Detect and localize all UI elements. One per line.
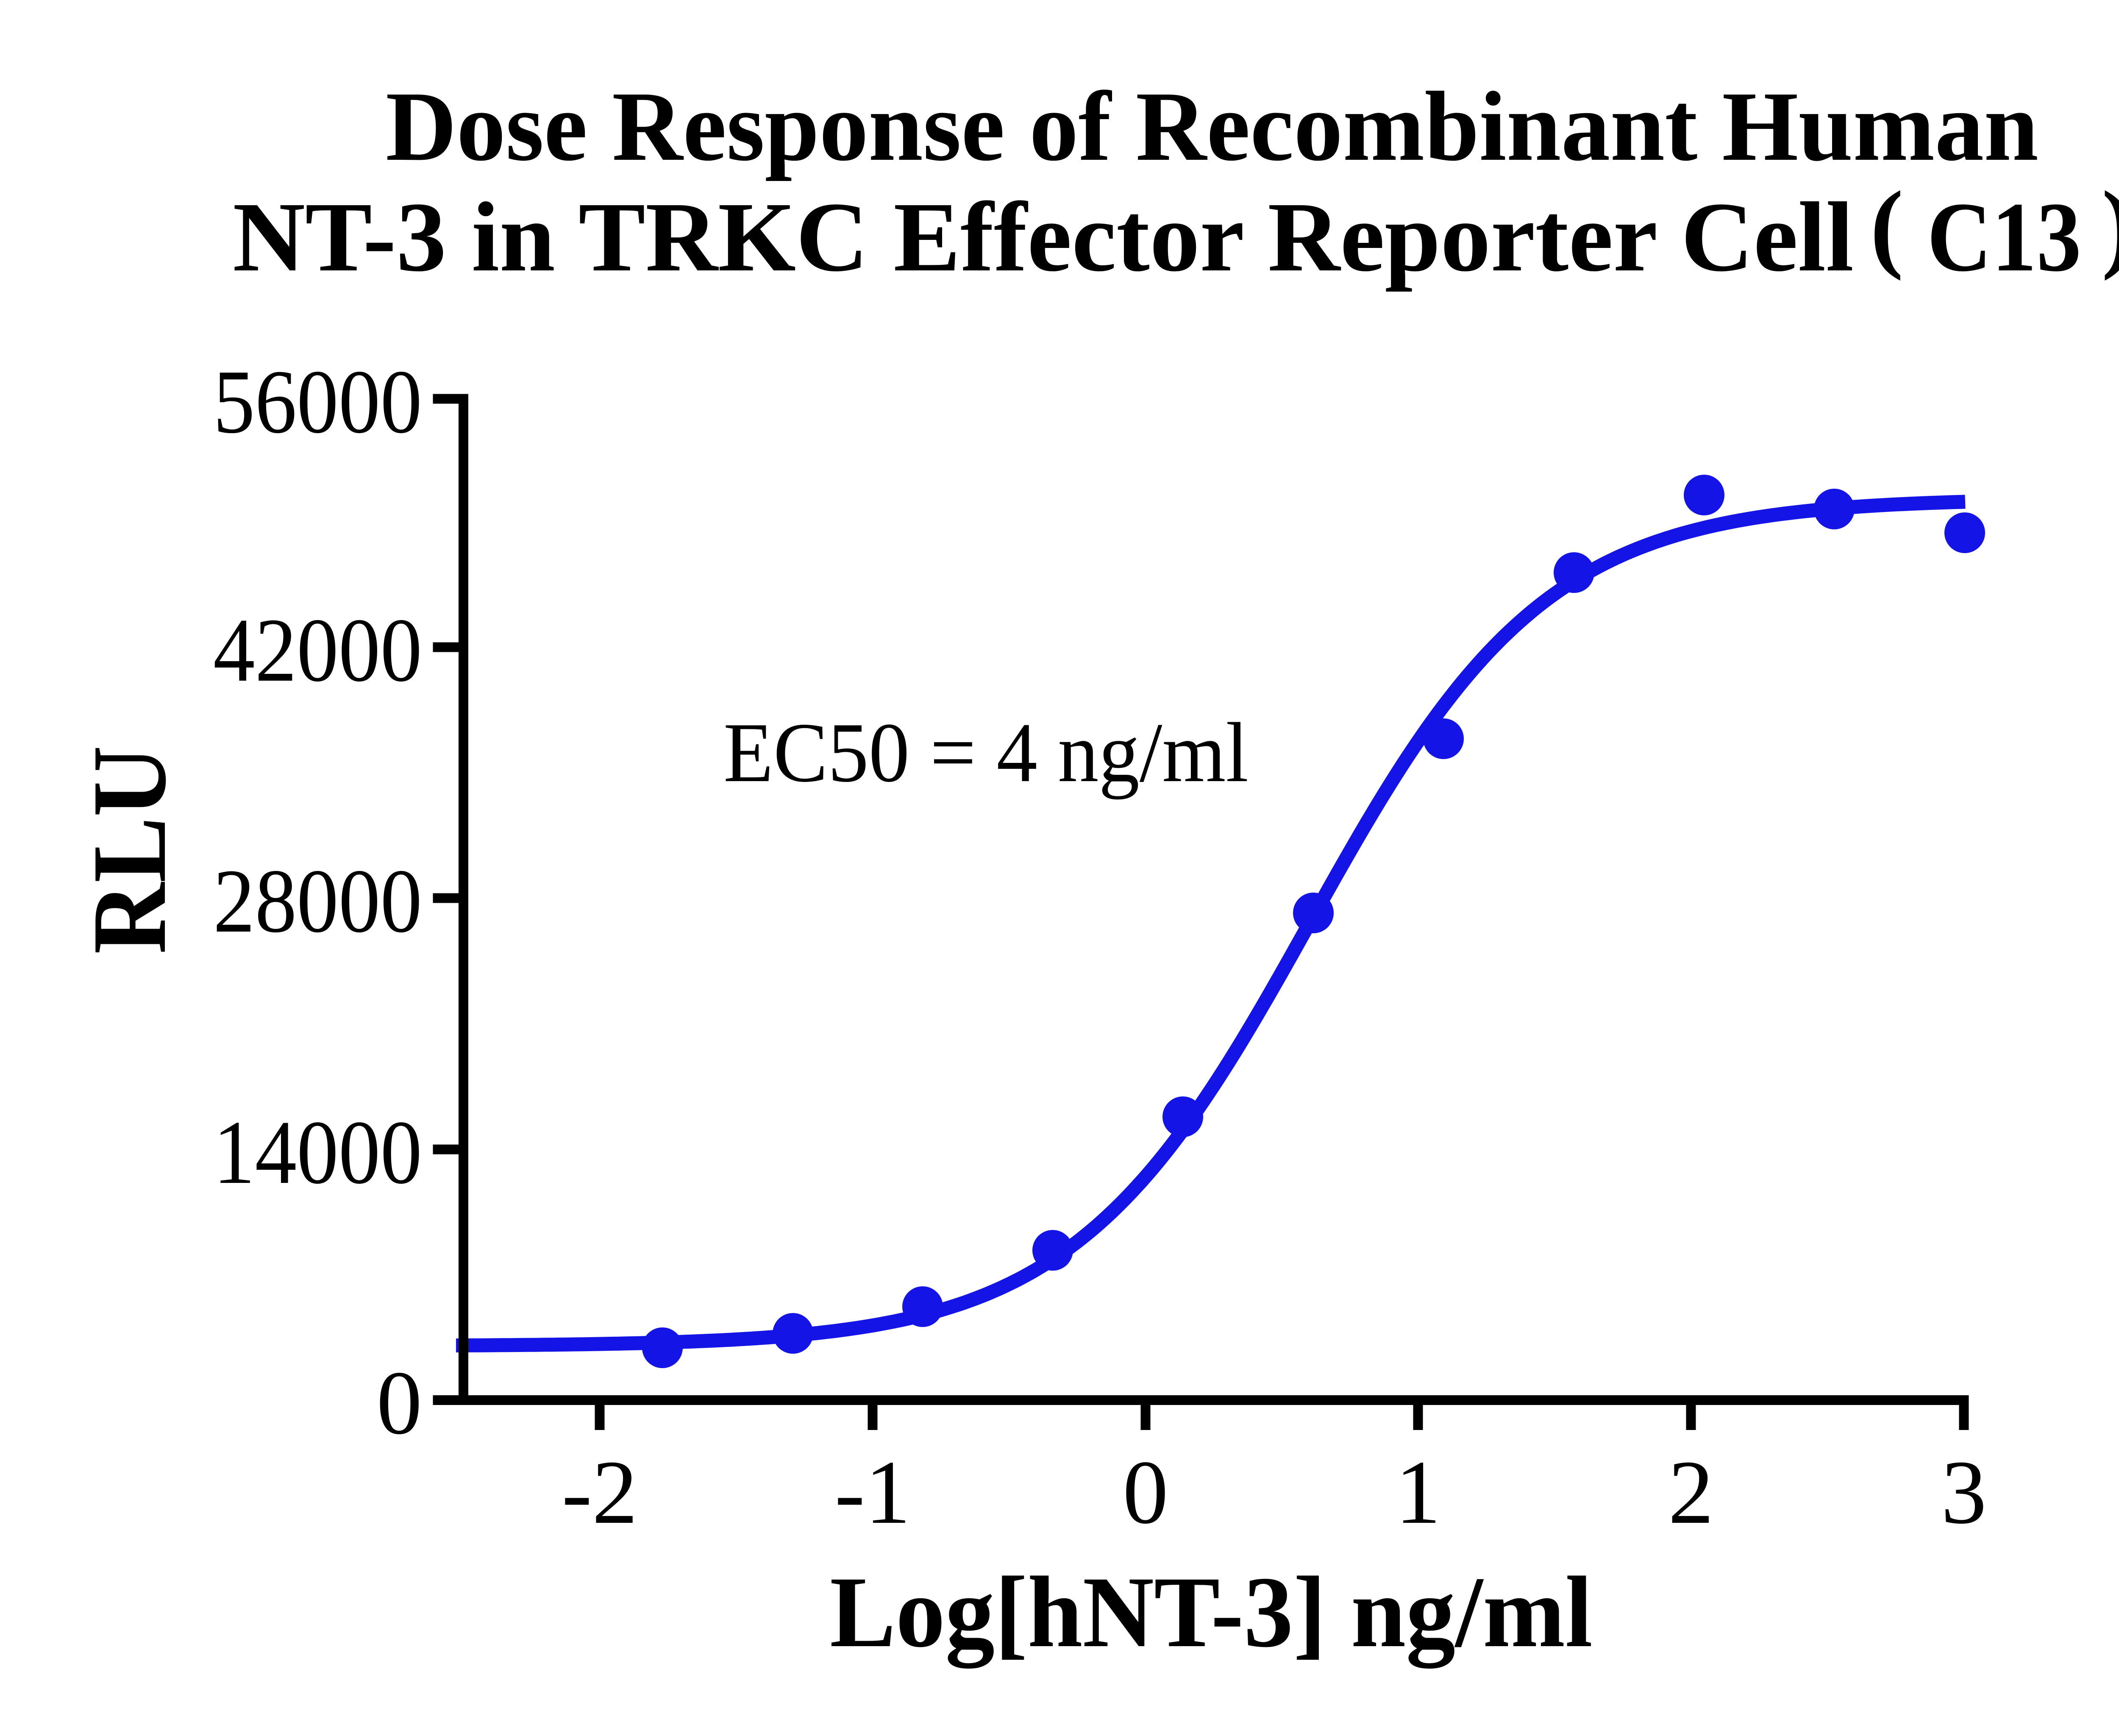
- svg-text:28000: 28000: [213, 850, 422, 951]
- svg-text:1: 1: [1395, 1441, 1441, 1543]
- svg-text:14000: 14000: [213, 1102, 422, 1203]
- svg-text:-1: -1: [834, 1441, 910, 1543]
- svg-text:3: 3: [1941, 1441, 1987, 1543]
- svg-text:0: 0: [377, 1352, 423, 1453]
- svg-text:2: 2: [1668, 1441, 1714, 1543]
- svg-text:Log[hNT-3] ng/ml: Log[hNT-3] ng/ml: [830, 1555, 1593, 1669]
- svg-text:C13: C13: [1927, 182, 2081, 292]
- svg-text:(: (: [1870, 171, 1903, 281]
- svg-text:-2: -2: [562, 1441, 637, 1543]
- svg-text:EC50 = 4 ng/ml: EC50 = 4 ng/ml: [723, 706, 1249, 800]
- svg-text:RLU: RLU: [71, 746, 188, 954]
- svg-text:): ): [2102, 171, 2119, 281]
- svg-text:56000: 56000: [213, 351, 422, 452]
- svg-text:Dose Response of Recombinant H: Dose Response of Recombinant Human: [386, 71, 2038, 181]
- svg-text:42000: 42000: [213, 599, 422, 701]
- svg-text:0: 0: [1123, 1441, 1168, 1543]
- svg-text:NT-3 in TRKC Effector Reporter: NT-3 in TRKC Effector Reporter Cell: [233, 182, 1854, 292]
